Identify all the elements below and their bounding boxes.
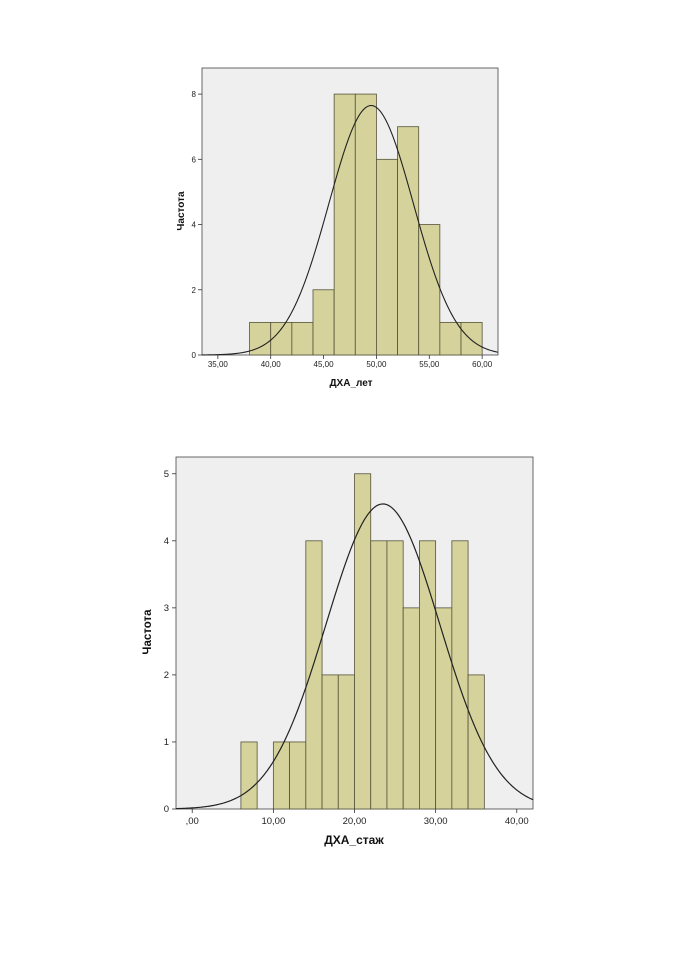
normal-curve bbox=[175, 503, 534, 810]
x-tick-label: 50,00 bbox=[366, 360, 387, 369]
histogram-bar bbox=[439, 321, 462, 356]
y-axis-label: Частота bbox=[142, 609, 154, 655]
histogram-bar bbox=[376, 158, 398, 356]
y-tick-label: 8 bbox=[192, 90, 197, 99]
y-tick-label: 1 bbox=[164, 737, 169, 748]
x-tick-label: 40,00 bbox=[505, 816, 529, 827]
histogram-bar bbox=[354, 93, 377, 356]
x-axis: 35,00 40,00 45,00 50,00 55,00 60,00 bbox=[208, 355, 493, 369]
y-tick-label: 0 bbox=[192, 351, 197, 360]
x-tick-label: 20,00 bbox=[343, 816, 367, 827]
x-axis: ,00 10,00 20,00 30,00 40,00 bbox=[186, 809, 529, 827]
histogram-dha-age: 0 2 4 6 8 35,00 40,00 45,00 50,00 55,00 60,00 ДХА… bbox=[176, 67, 499, 389]
y-tick-label: 3 bbox=[164, 603, 169, 614]
x-tick-label: 40,00 bbox=[261, 360, 282, 369]
histogram-bar bbox=[270, 321, 293, 356]
y-tick-label: 2 bbox=[192, 286, 197, 295]
histogram-bar bbox=[460, 321, 483, 356]
y-tick-label: 4 bbox=[164, 536, 169, 547]
y-tick-label: 5 bbox=[164, 469, 169, 480]
histogram-bar bbox=[240, 741, 258, 810]
y-tick-label: 6 bbox=[192, 155, 197, 164]
bars-group bbox=[240, 473, 485, 810]
histogram-bar bbox=[418, 224, 441, 356]
x-tick-label: ,00 bbox=[186, 816, 199, 827]
histogram-bar bbox=[321, 674, 339, 810]
x-tick-label: 30,00 bbox=[424, 816, 448, 827]
x-tick-label: 10,00 bbox=[261, 816, 285, 827]
x-tick-label: 55,00 bbox=[419, 360, 440, 369]
histogram-bar bbox=[402, 607, 420, 810]
y-tick-label: 2 bbox=[164, 670, 169, 681]
y-axis: 0 1 2 3 4 5 bbox=[164, 469, 176, 815]
histogram-bar bbox=[305, 540, 323, 810]
histogram-bar bbox=[451, 540, 469, 810]
histogram-bar bbox=[467, 674, 485, 810]
histogram-bar bbox=[291, 321, 314, 356]
x-axis-label: ДХА_стаж bbox=[324, 833, 384, 847]
y-tick-label: 4 bbox=[192, 221, 197, 230]
x-axis-label: ДХА_лет bbox=[329, 378, 372, 389]
normal-curve bbox=[201, 104, 499, 356]
x-tick-label: 45,00 bbox=[314, 360, 335, 369]
histogram-bar bbox=[419, 540, 437, 810]
histogram-bar bbox=[333, 93, 356, 356]
histogram-bar bbox=[354, 473, 372, 810]
histogram-bar bbox=[386, 540, 404, 810]
histogram-bar bbox=[312, 289, 335, 356]
y-axis-label: Частота bbox=[176, 191, 187, 231]
x-tick-label: 60,00 bbox=[472, 360, 493, 369]
y-axis: 0 2 4 6 8 bbox=[192, 90, 202, 360]
histogram-bar bbox=[337, 674, 355, 810]
bars-group bbox=[249, 93, 483, 356]
histogram-bar bbox=[289, 741, 307, 810]
y-tick-label: 0 bbox=[164, 804, 169, 815]
histogram-bar bbox=[370, 540, 388, 810]
histogram-bar bbox=[272, 741, 290, 810]
x-tick-label: 35,00 bbox=[208, 360, 229, 369]
